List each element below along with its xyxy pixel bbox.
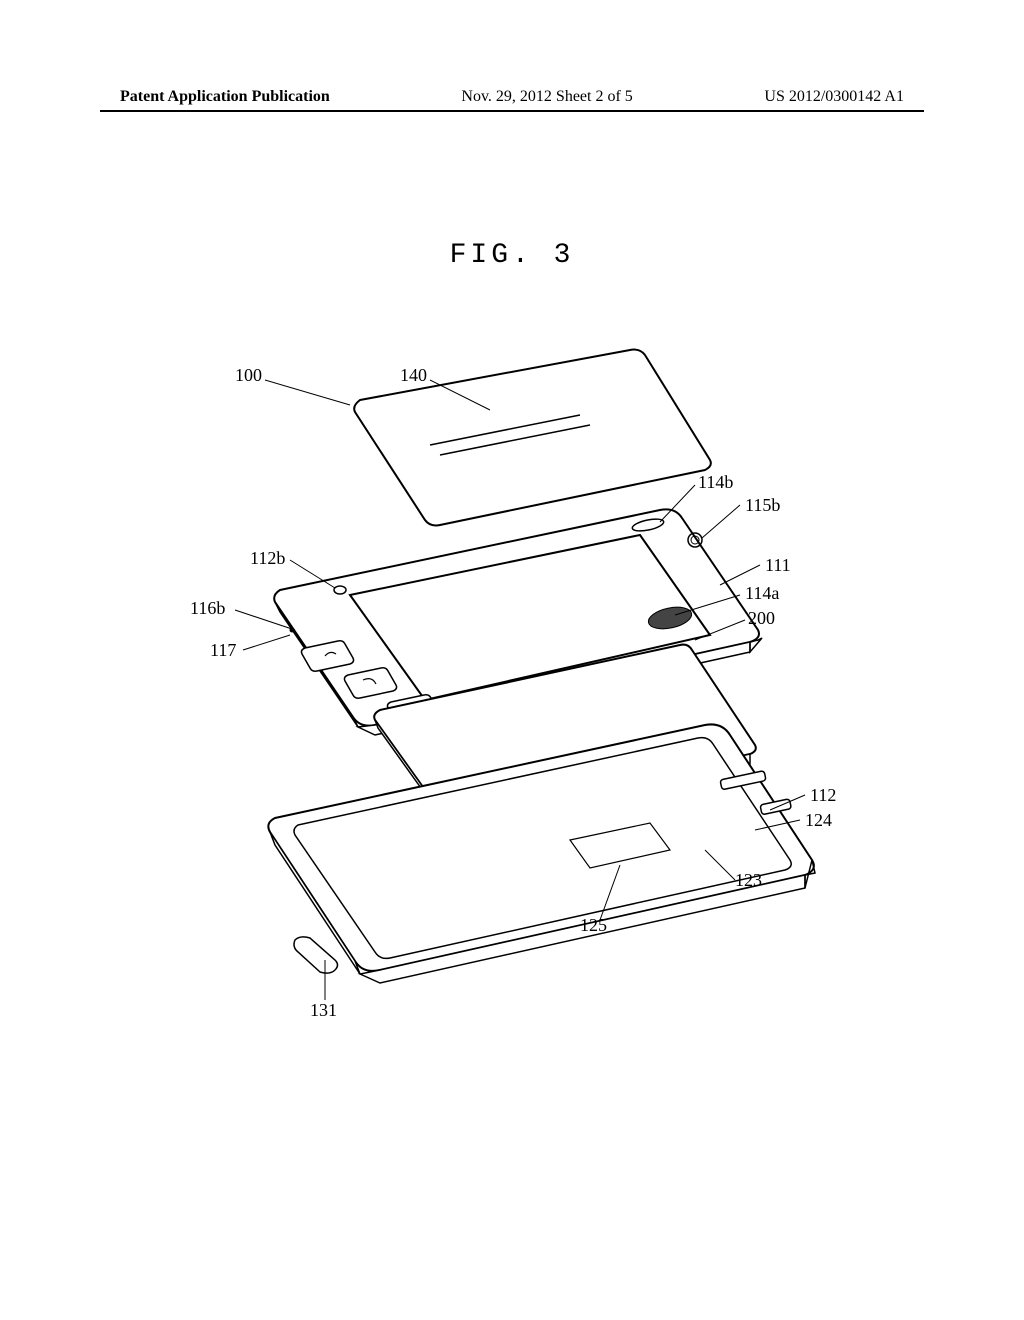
ref-116b: 116b <box>190 598 225 619</box>
rear-case-layer <box>268 724 815 983</box>
ref-123: 123 <box>735 870 762 891</box>
figure-label: FIG. 3 <box>450 240 575 271</box>
header-date-sheet: Nov. 29, 2012 Sheet 2 of 5 <box>461 88 632 106</box>
ref-125: 125 <box>580 915 607 936</box>
ref-112: 112 <box>810 785 836 806</box>
ref-140: 140 <box>400 365 427 386</box>
ref-124: 124 <box>805 810 832 831</box>
ref-100: 100 <box>235 365 262 386</box>
header-publication: Patent Application Publication <box>120 88 330 106</box>
device-exploded-svg <box>150 340 870 1040</box>
page-header: Patent Application Publication Nov. 29, … <box>0 88 1024 106</box>
header-patent-number: US 2012/0300142 A1 <box>764 88 904 106</box>
ref-117: 117 <box>210 640 236 661</box>
ref-112b: 112b <box>250 548 285 569</box>
exploded-view-diagram: 100 140 114b 115b 112b 111 116b 114a 200… <box>150 340 870 1040</box>
ref-200: 200 <box>748 608 775 629</box>
ref-115b: 115b <box>745 495 780 516</box>
ref-111: 111 <box>765 555 791 576</box>
ref-114a: 114a <box>745 583 779 604</box>
ref-131: 131 <box>310 1000 337 1021</box>
header-divider <box>100 110 924 112</box>
ref-114b: 114b <box>698 472 733 493</box>
